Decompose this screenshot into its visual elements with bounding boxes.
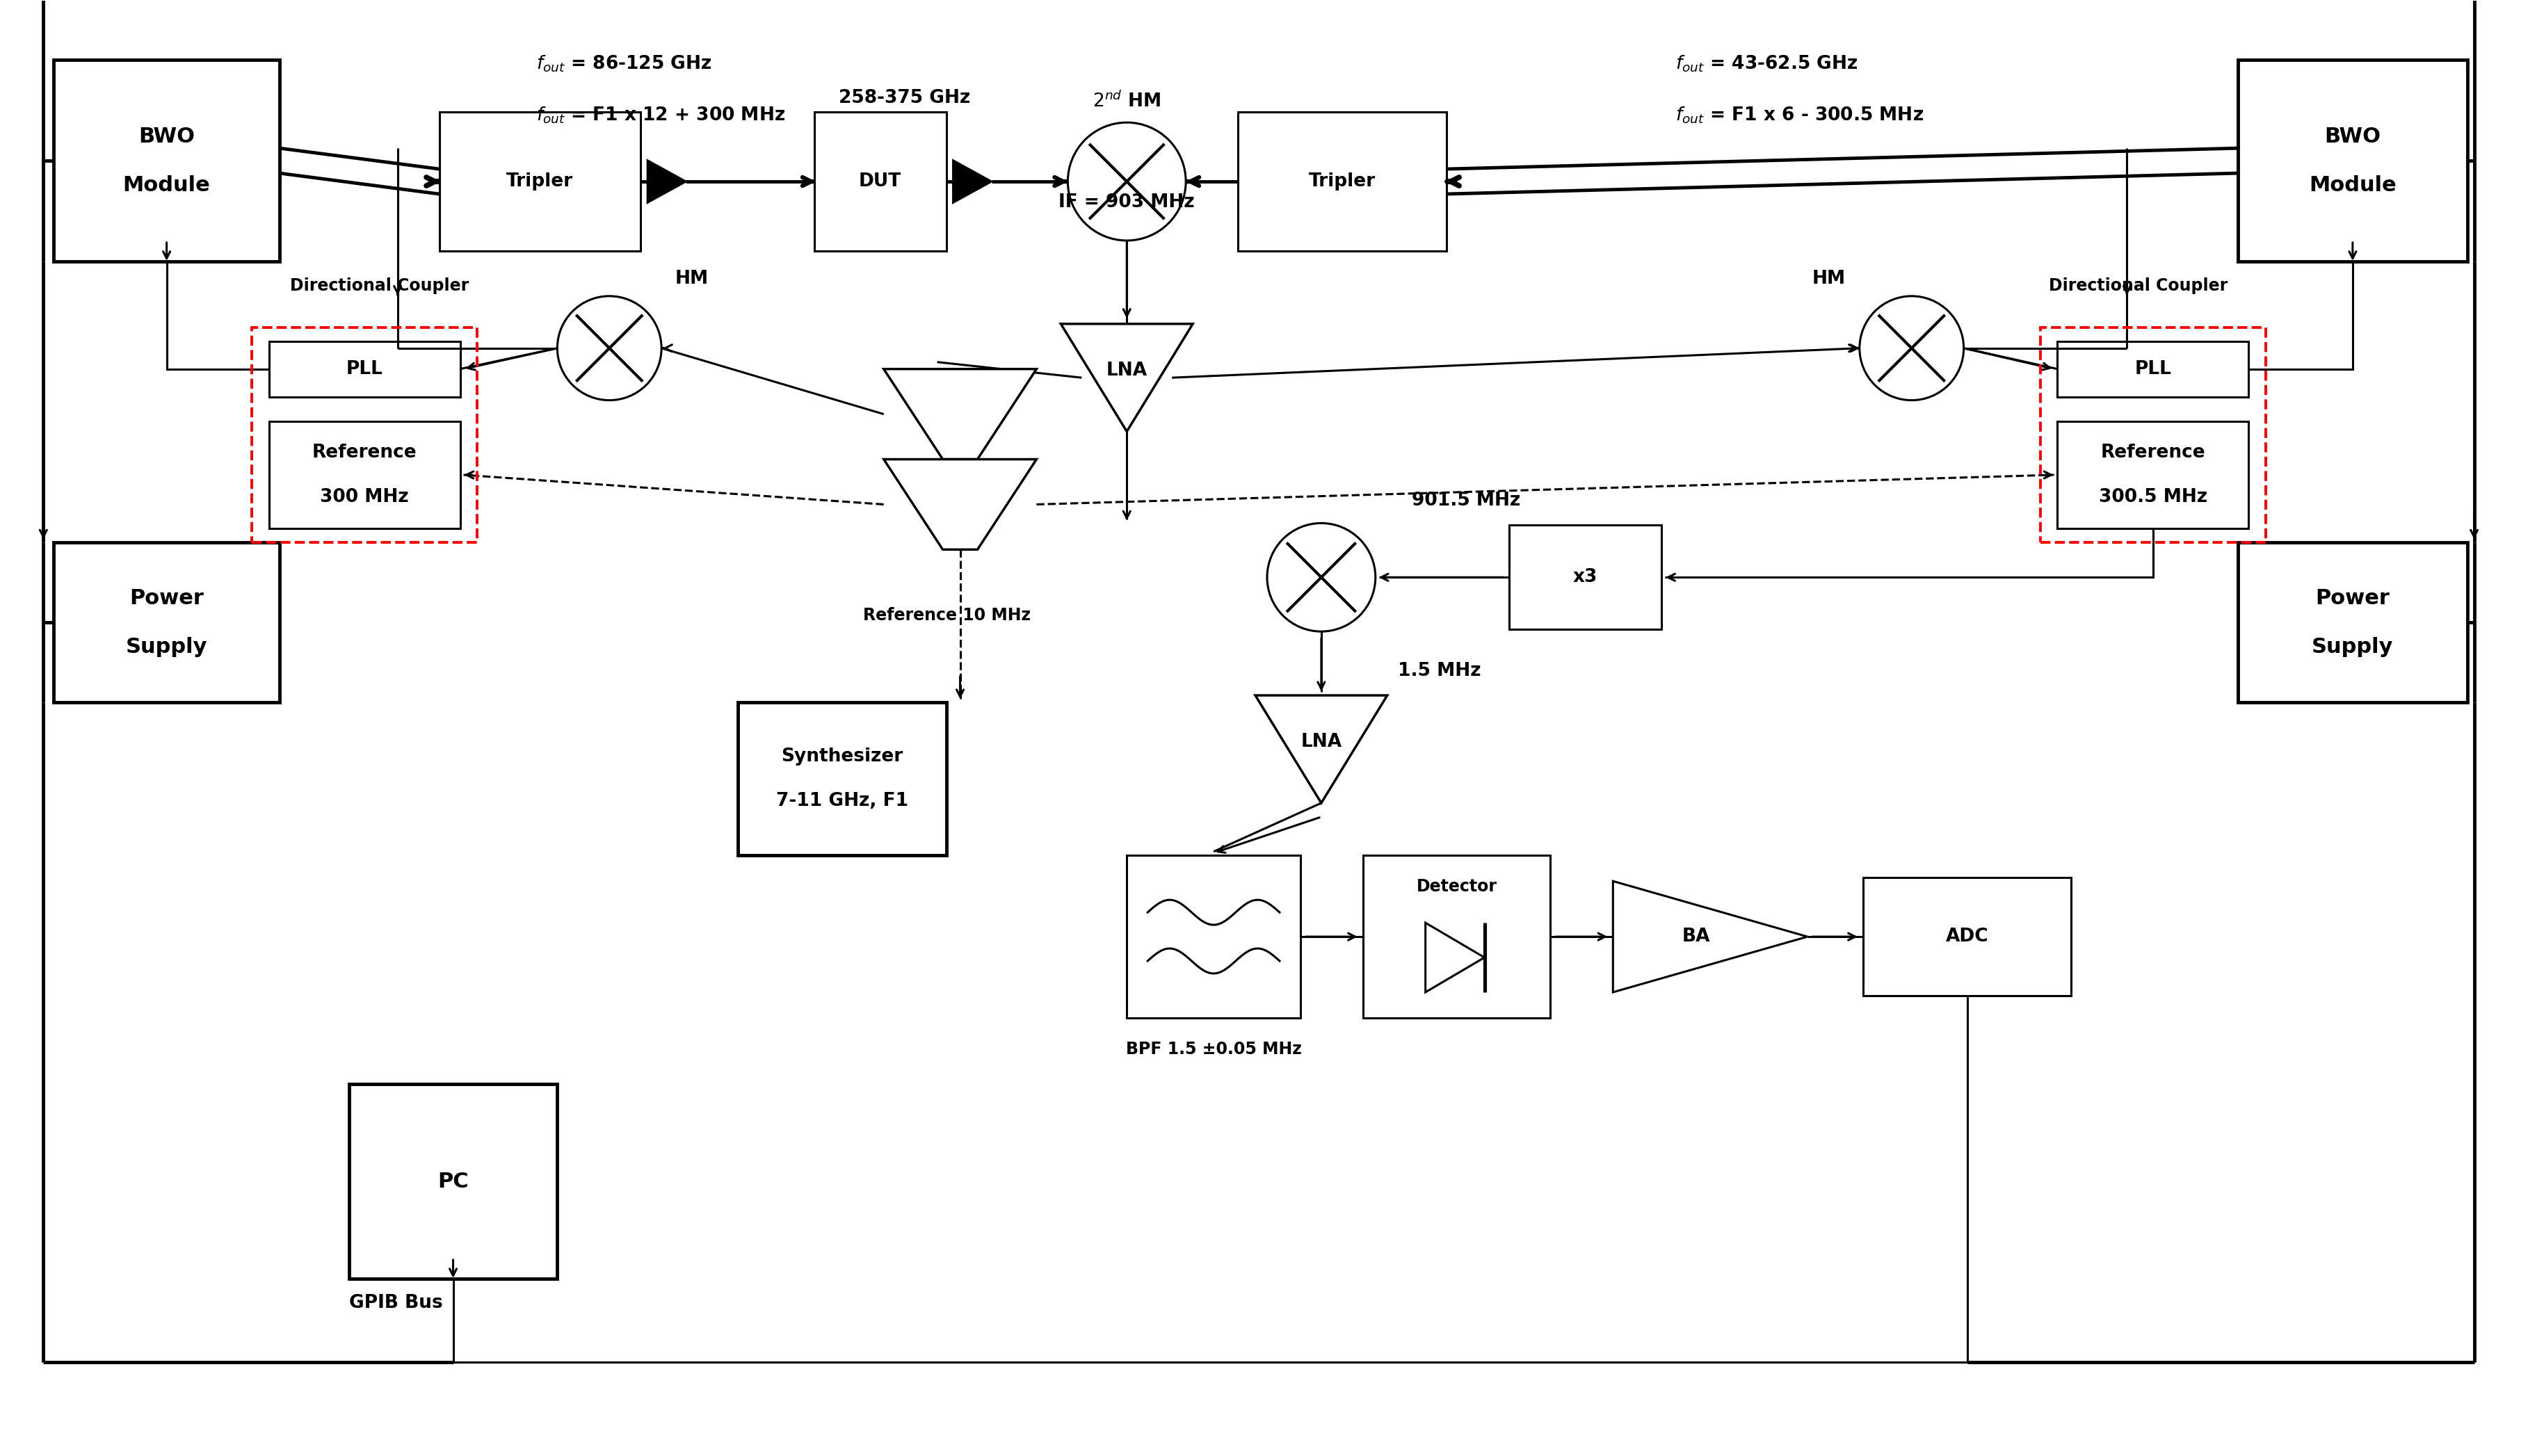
Text: Tripler: Tripler bbox=[507, 172, 572, 191]
Bar bbox=[814, 112, 945, 250]
Text: Reference: Reference bbox=[2100, 444, 2206, 462]
Text: BWO: BWO bbox=[2324, 127, 2380, 147]
Bar bbox=[2057, 421, 2249, 529]
Polygon shape bbox=[1424, 923, 1485, 992]
Text: Reference: Reference bbox=[313, 444, 416, 462]
Circle shape bbox=[1069, 122, 1185, 240]
Bar bbox=[1238, 112, 1447, 250]
Text: PC: PC bbox=[439, 1172, 469, 1191]
Text: 1.5 MHz: 1.5 MHz bbox=[1397, 662, 1480, 680]
Text: LNA: LNA bbox=[1107, 361, 1147, 380]
Circle shape bbox=[557, 296, 661, 400]
Text: $f_{out}$ = F1 x 12 + 300 MHz: $f_{out}$ = F1 x 12 + 300 MHz bbox=[537, 106, 787, 125]
Text: $f_{out}$ = 43-62.5 GHz: $f_{out}$ = 43-62.5 GHz bbox=[1676, 54, 1858, 73]
Bar bbox=[270, 341, 459, 397]
Circle shape bbox=[1268, 523, 1376, 632]
Text: 300 MHz: 300 MHz bbox=[320, 488, 408, 507]
Text: PLL: PLL bbox=[2135, 360, 2171, 379]
Text: Reference 10 MHz: Reference 10 MHz bbox=[862, 607, 1031, 623]
Text: 7-11 GHz, F1: 7-11 GHz, F1 bbox=[776, 792, 908, 810]
Bar bbox=[2057, 341, 2249, 397]
Text: 901.5 MHz: 901.5 MHz bbox=[1412, 492, 1520, 510]
Bar bbox=[439, 112, 640, 250]
Text: ADC: ADC bbox=[1946, 927, 1989, 946]
Text: $2^{nd}$ HM: $2^{nd}$ HM bbox=[1092, 92, 1162, 112]
Text: $f_{out}$ = 86-125 GHz: $f_{out}$ = 86-125 GHz bbox=[537, 54, 711, 73]
Polygon shape bbox=[885, 368, 1036, 459]
Text: Tripler: Tripler bbox=[1308, 172, 1376, 191]
Bar bbox=[1863, 878, 2072, 996]
Text: $f_{out}$ = F1 x 6 - 300.5 MHz: $f_{out}$ = F1 x 6 - 300.5 MHz bbox=[1676, 106, 1924, 125]
Text: GPIB Bus: GPIB Bus bbox=[348, 1294, 444, 1312]
Bar bbox=[739, 702, 945, 855]
Bar bbox=[2039, 328, 2266, 543]
Text: BPF 1.5 ±0.05 MHz: BPF 1.5 ±0.05 MHz bbox=[1127, 1041, 1301, 1059]
Text: HM: HM bbox=[1813, 269, 1845, 288]
Text: x3: x3 bbox=[1573, 568, 1598, 587]
Bar bbox=[348, 1085, 557, 1278]
Polygon shape bbox=[885, 459, 1036, 549]
Text: LNA: LNA bbox=[1301, 734, 1341, 751]
Polygon shape bbox=[1255, 696, 1387, 804]
Bar bbox=[252, 328, 476, 543]
Text: DUT: DUT bbox=[860, 172, 903, 191]
Text: Directional Coupler: Directional Coupler bbox=[2050, 277, 2229, 294]
Text: 300.5 MHz: 300.5 MHz bbox=[2097, 488, 2208, 507]
Text: BA: BA bbox=[1682, 927, 1709, 946]
Text: Synthesizer: Synthesizer bbox=[782, 747, 903, 766]
Text: BWO: BWO bbox=[139, 127, 194, 147]
Polygon shape bbox=[648, 160, 686, 202]
Text: IF = 903 MHz: IF = 903 MHz bbox=[1059, 194, 1195, 211]
Bar bbox=[53, 60, 280, 262]
Polygon shape bbox=[1613, 881, 1808, 992]
Text: Power: Power bbox=[129, 588, 204, 609]
Bar bbox=[2239, 60, 2468, 262]
Text: Detector: Detector bbox=[1417, 878, 1497, 894]
Text: Power: Power bbox=[2314, 588, 2390, 609]
Bar bbox=[1364, 855, 1550, 1018]
Text: Directional Coupler: Directional Coupler bbox=[290, 277, 469, 294]
Text: 258-375 GHz: 258-375 GHz bbox=[839, 89, 971, 108]
Text: Supply: Supply bbox=[126, 636, 207, 657]
Text: HM: HM bbox=[676, 269, 708, 288]
Text: Supply: Supply bbox=[2312, 636, 2392, 657]
Bar bbox=[270, 421, 459, 529]
Bar bbox=[1508, 526, 1661, 629]
Polygon shape bbox=[1061, 323, 1192, 431]
Text: Module: Module bbox=[2309, 175, 2397, 195]
Bar bbox=[1127, 855, 1301, 1018]
Text: PLL: PLL bbox=[345, 360, 383, 379]
Bar bbox=[53, 543, 280, 702]
Text: Module: Module bbox=[124, 175, 209, 195]
Circle shape bbox=[1860, 296, 1964, 400]
Bar bbox=[2239, 543, 2468, 702]
Polygon shape bbox=[953, 160, 991, 202]
